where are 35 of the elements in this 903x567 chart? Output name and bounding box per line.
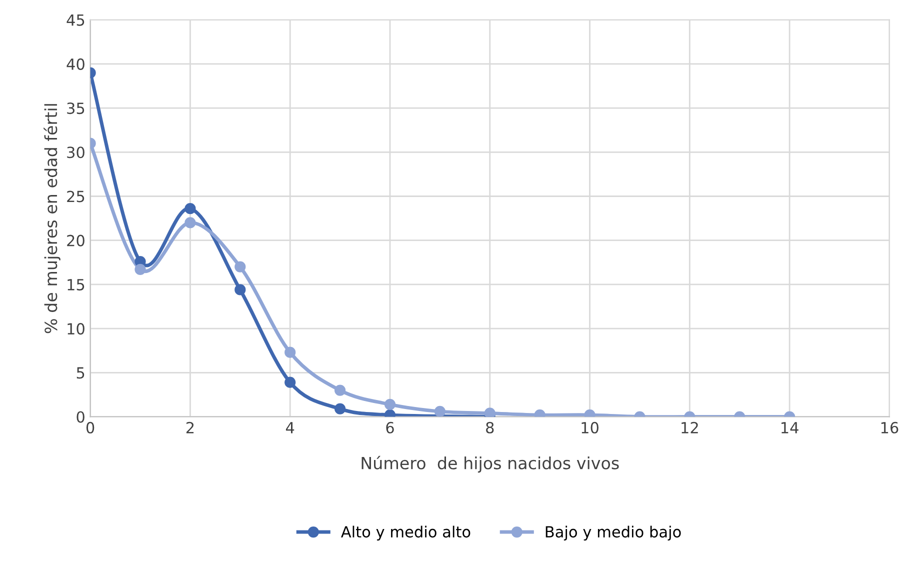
- x-tick-label: 4: [286, 422, 294, 434]
- y-tick-label: 15: [68, 279, 84, 290]
- x-tick-label: 10: [582, 422, 598, 434]
- y-axis-title: % de mujeres en edad fértil: [44, 104, 60, 334]
- point: [284, 346, 296, 358]
- x-axis-title: Número de hijos nacidos vivos: [362, 456, 619, 473]
- x-tick-label: 14: [782, 422, 798, 434]
- y-tick-label: 5: [76, 367, 84, 379]
- point: [234, 284, 246, 296]
- y-tick-label: 10: [68, 323, 84, 335]
- x-tick-label: 6: [386, 422, 394, 434]
- legend-label: Bajo y medio bajo: [546, 526, 681, 541]
- point: [484, 408, 496, 417]
- y-tick-label: 40: [66, 58, 84, 70]
- y-tick-label: 30: [67, 146, 84, 158]
- point: [184, 217, 196, 228]
- point: [384, 398, 396, 410]
- point: [284, 376, 296, 388]
- y-tick-label: 25: [67, 190, 84, 202]
- point: [134, 264, 146, 276]
- point: [234, 261, 246, 272]
- legend-label: Alto y medio alto: [341, 526, 470, 541]
- y-tick-label: 35: [67, 102, 84, 114]
- x-tick-label: 0: [86, 422, 94, 434]
- x-tick-label: 16: [881, 422, 898, 434]
- point: [184, 203, 196, 214]
- point: [334, 384, 346, 396]
- y-tick-label: 0: [76, 411, 84, 423]
- point: [434, 406, 446, 417]
- point: [334, 403, 346, 414]
- x-tick-label: 8: [486, 422, 494, 434]
- y-tick-label: 45: [66, 14, 84, 26]
- y-tick-label: 20: [67, 234, 84, 246]
- x-tick-label: 2: [186, 422, 194, 434]
- x-tick-label: 12: [682, 422, 698, 434]
